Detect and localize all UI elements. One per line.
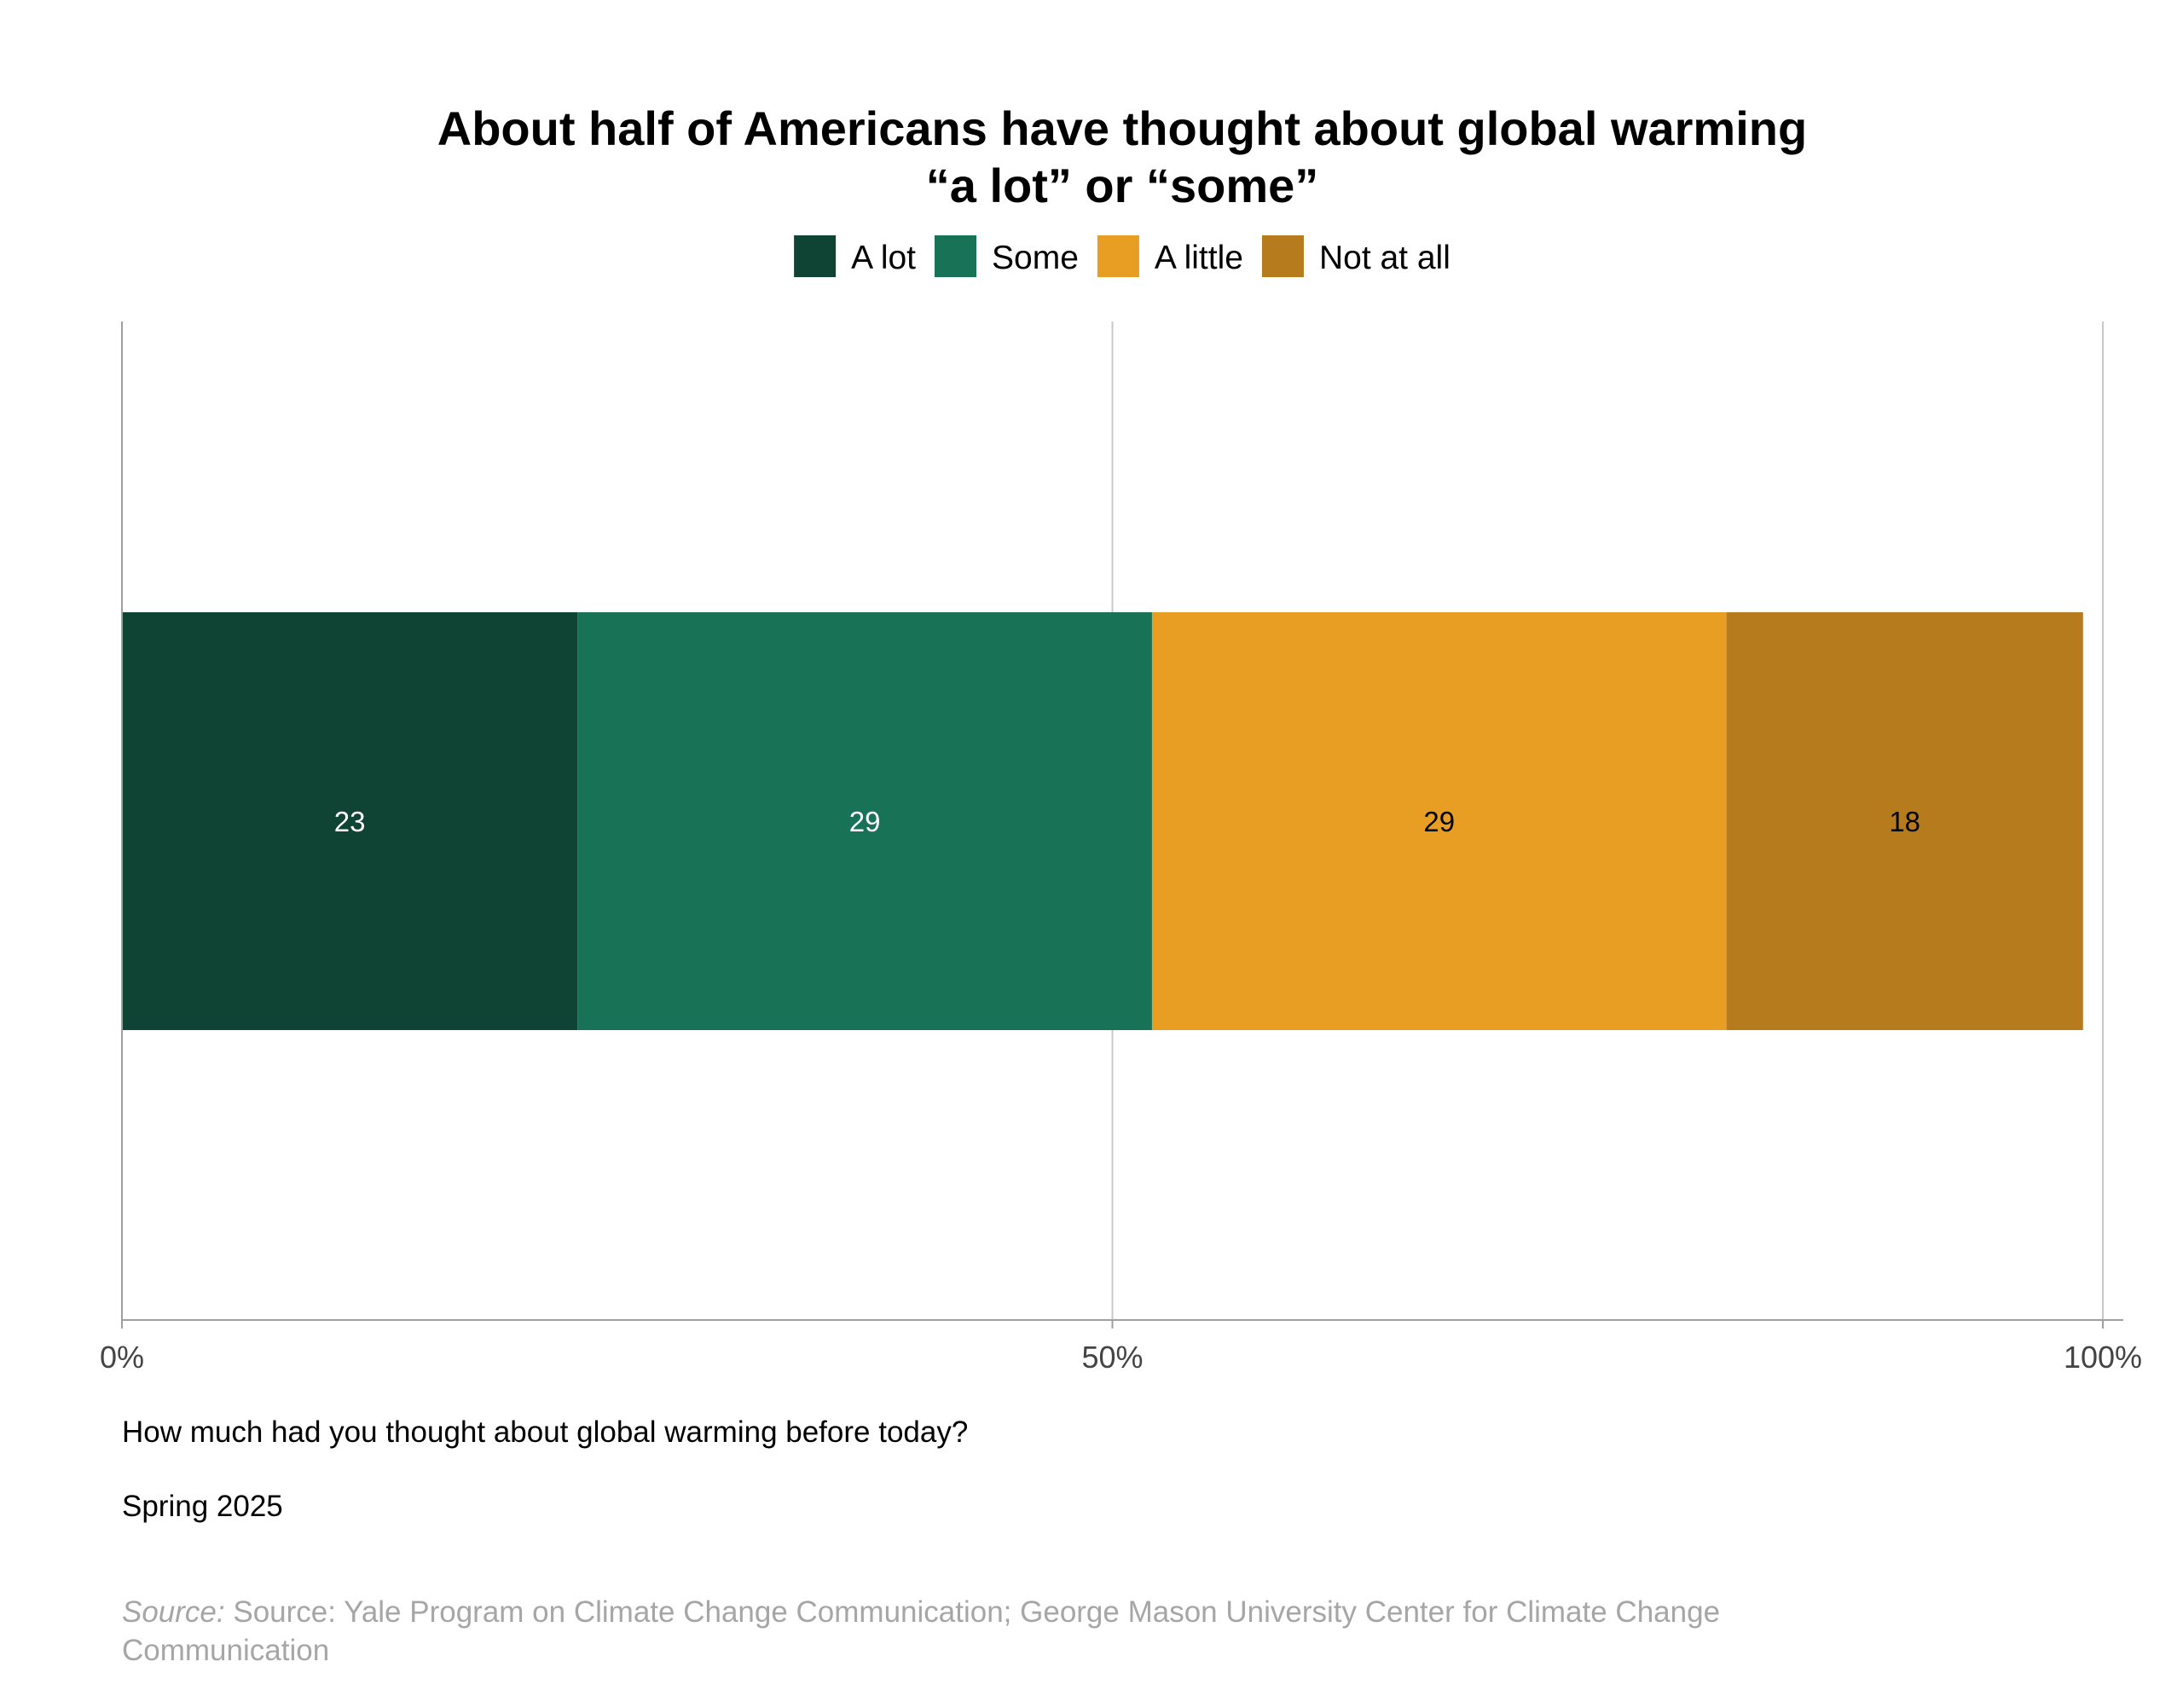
x-tick-label-0: 0%	[100, 1340, 144, 1375]
question-note: How much had you thought about global wa…	[122, 1416, 969, 1449]
bar-value-label-2: 29	[1423, 806, 1455, 837]
bar-value-label-1: 29	[849, 806, 881, 837]
bar-value-label-3: 18	[1889, 806, 1920, 837]
date-note: Spring 2025	[122, 1490, 283, 1523]
x-tick-label-1: 50%	[1081, 1340, 1143, 1375]
source-text: Source: Yale Program on Climate Change C…	[122, 1595, 1721, 1667]
legend: A lot Some A little Not at all	[794, 235, 1451, 277]
legend-item-1: Some	[935, 235, 1079, 277]
legend-label-1: Some	[992, 240, 1079, 276]
legend-item-0: A lot	[794, 235, 916, 277]
bar-segment-2	[1151, 612, 1727, 1030]
legend-item-3: Not at all	[1261, 235, 1451, 277]
x-tick-label-2: 100%	[2064, 1340, 2142, 1375]
chart-title-line2: “a lot” or “some”	[926, 159, 1319, 212]
legend-swatch-0	[794, 235, 837, 277]
bar-segment-3	[1726, 612, 2083, 1030]
source-prefix: Source:	[122, 1595, 225, 1629]
x-axis: 0% 50% 100%	[100, 321, 2142, 1375]
legend-label-0: A lot	[851, 240, 916, 276]
legend-label-3: Not at all	[1319, 240, 1451, 276]
bar-segment-1	[577, 612, 1152, 1030]
legend-swatch-1	[935, 235, 977, 277]
chart-title: About half of Americans have thought abo…	[437, 101, 1807, 155]
bar-segment-0	[122, 612, 578, 1030]
legend-swatch-3	[1261, 235, 1304, 277]
legend-label-2: A little	[1155, 240, 1243, 276]
bar-value-label-0: 23	[334, 806, 366, 837]
source-note: Source: Source: Yale Program on Climate …	[122, 1593, 1913, 1670]
legend-item-2: A little	[1097, 235, 1243, 277]
bars: 23 29 29 18	[122, 612, 2083, 1030]
legend-swatch-2	[1097, 235, 1139, 277]
